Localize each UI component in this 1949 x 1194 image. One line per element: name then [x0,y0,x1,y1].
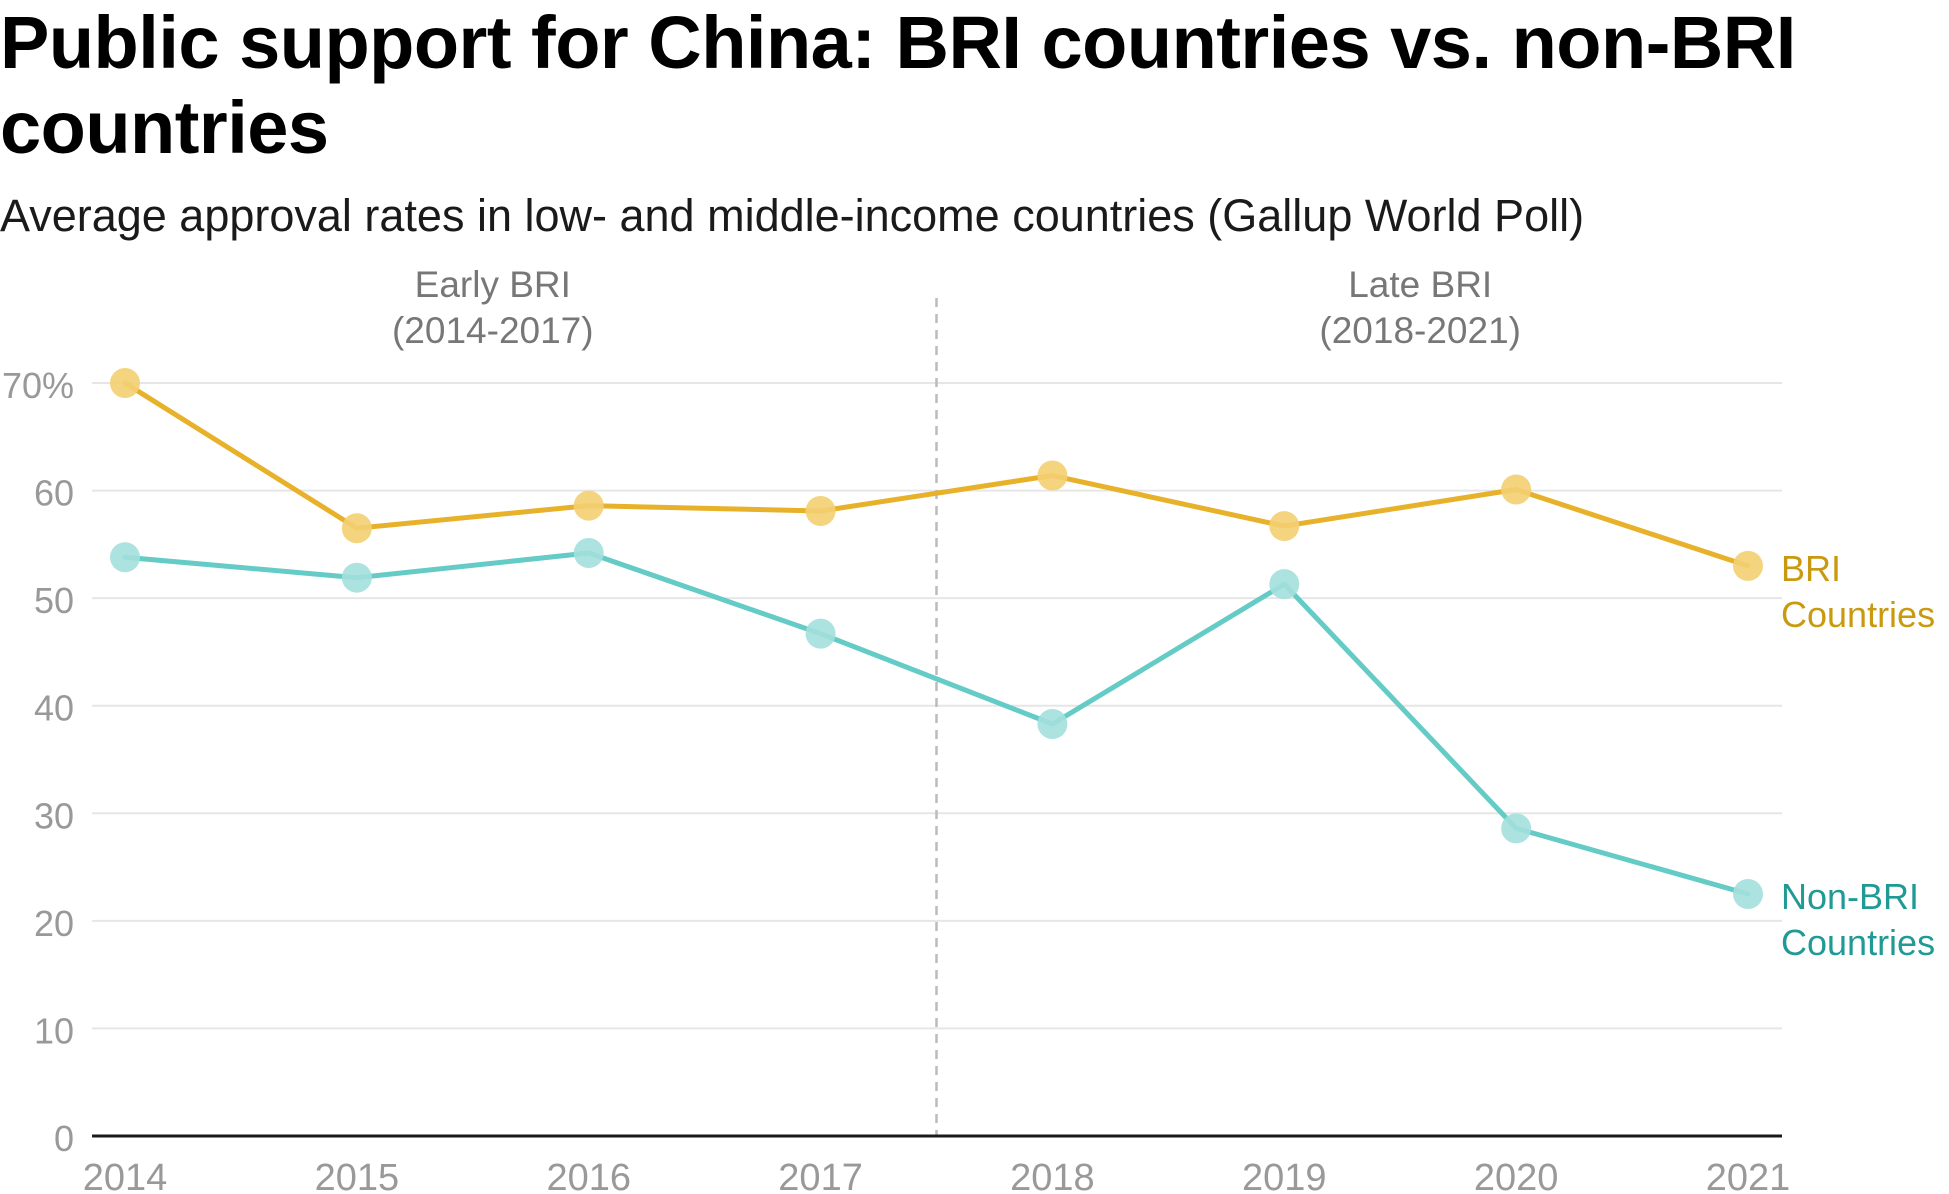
y-tick-label-70: 70% [2,365,74,406]
y-tick-label-40: 40 [34,688,74,729]
data-point-bri-2015 [341,513,372,544]
y-tick-label-60: 60 [34,473,74,514]
period-annotations: Early BRI (2014-2017) Late BRI (2018-2021) [392,264,1521,1136]
data-point-bri-2016 [573,490,604,521]
x-tick-label-2015: 2015 [315,1157,400,1194]
data-point-non-bri-2016 [573,537,604,568]
data-point-bri-2019 [1269,511,1300,542]
x-tick-label-2017: 2017 [778,1157,863,1194]
data-point-non-bri-2019 [1269,569,1300,600]
y-tick-label-20: 20 [34,903,74,944]
x-tick-label-2019: 2019 [1242,1157,1327,1194]
x-tick-label-2021: 2021 [1706,1157,1791,1194]
y-tick-label-30: 30 [34,795,74,836]
series-label-non-bri-line-1: Non-BRI [1781,876,1919,917]
data-point-bri-2018 [1037,460,1068,491]
series-label-non-bri-line-2: Countries [1781,922,1935,963]
y-tick-label-10: 10 [34,1010,74,1051]
series-line-non-bri [122,550,1751,897]
period-label-1-line-1: Early BRI [415,264,571,305]
data-point-non-bri-2015 [341,562,372,593]
period-label-2-line-1: Late BRI [1348,264,1492,305]
x-tick-label-2016: 2016 [546,1157,631,1194]
series-label-bri-line-1: BRI [1781,548,1841,589]
x-tick-label-2014: 2014 [83,1157,168,1194]
x-tick-label-2018: 2018 [1010,1157,1095,1194]
data-point-non-bri-2021 [1733,878,1763,909]
data-point-bri-2021 [1733,550,1763,581]
data-point-non-bri-2018 [1037,709,1068,740]
axes: 0 10 20 30 40 50 60 70% 2014 2015 2016 2017 2018 2019… [2,365,1790,1194]
chart-subtitle: Average approval rates in low- and middl… [0,190,1585,241]
x-tick-label-2020: 2020 [1474,1157,1559,1194]
data-point-bri-2017 [805,496,836,527]
series-line-bri [122,380,1751,569]
period-label-2-line-2: (2018-2021) [1319,310,1521,351]
data-point-non-bri-2020 [1501,813,1532,844]
series-label-bri-line-2: Countries [1781,594,1935,635]
series-labels: BRI Countries Non-BRI Countries [1781,548,1935,963]
y-tick-label-50: 50 [34,580,74,621]
data-point-non-bri-2014 [110,542,140,573]
data-point-bri-2014 [110,368,140,398]
chart-title: Public support for China: BRI countries … [0,1,1796,169]
y-tick-label-0: 0 [54,1118,74,1159]
series [110,368,1763,909]
data-point-non-bri-2017 [805,618,836,649]
data-point-bri-2020 [1501,474,1532,505]
period-label-1-line-2: (2014-2017) [392,310,594,351]
